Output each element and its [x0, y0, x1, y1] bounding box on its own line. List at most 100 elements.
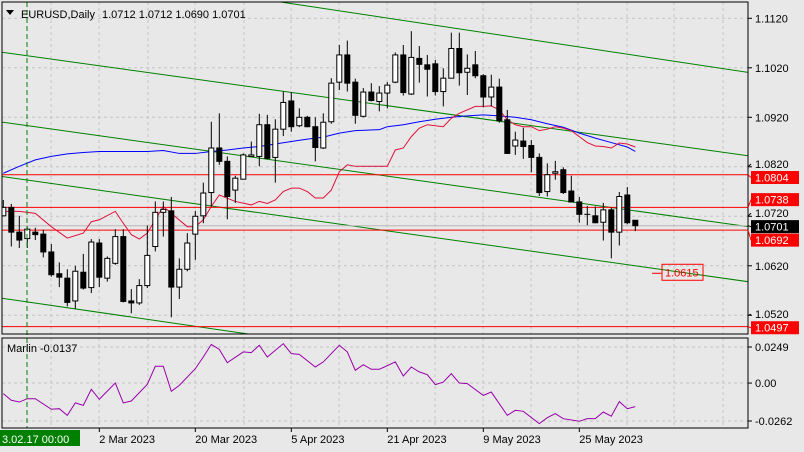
chart-title: EURUSD,Daily [21, 9, 95, 21]
level-badge [751, 171, 799, 185]
level-price-label: 1.0804 [755, 173, 789, 185]
marlin-line [2, 342, 636, 425]
candle-bull [320, 121, 327, 149]
candle-bear [624, 194, 631, 224]
candle-bear [536, 156, 543, 194]
candle-bull [72, 270, 79, 302]
candle-bear [568, 190, 575, 203]
candle-bear [312, 126, 319, 148]
label-leader [747, 212, 752, 217]
level-badge [751, 193, 799, 207]
indicator-label: Marlin -0.0137 [7, 343, 77, 355]
candle-bull [200, 192, 207, 217]
candle-bull [192, 215, 199, 235]
candle-bull [256, 124, 263, 157]
channel-line[interactable] [0, 0, 803, 81]
target-label-box[interactable] [661, 263, 704, 281]
price-tick-label: 1.0720 [755, 208, 789, 220]
candle-bull [392, 54, 399, 83]
candle-bear [496, 86, 503, 122]
candle-bear [288, 100, 295, 128]
label-leader [747, 174, 752, 178]
candle-bear [344, 54, 351, 84]
main-panel-border [1, 1, 749, 335]
indicator-grid [2, 338, 748, 428]
candle-bear [416, 57, 423, 65]
indicator-tick-label: 0.0249 [755, 342, 789, 354]
candle-bull [384, 84, 391, 94]
candle-bear [456, 47, 463, 74]
price-axis[interactable]: 1.1120 1.1020 1.0920 1.0820 1.0720 1.0620 1.05… [747, 13, 789, 329]
candle-bear [576, 201, 583, 215]
time-tick-label: 5 Apr 2023 [291, 434, 344, 446]
candle-bull [136, 285, 143, 304]
candle-bull [616, 196, 623, 233]
cursor-date-badge [0, 430, 80, 446]
time-axis[interactable]: 2 Mar 2023 20 Mar 2023 5 Apr 2023 21 Apr 20… [0, 428, 643, 446]
price-tick-label: 1.1120 [755, 13, 788, 25]
candle-bull [280, 101, 287, 130]
level-price-label: 1.0738 [755, 195, 789, 207]
candle-bull [328, 82, 335, 123]
candle-bull [512, 139, 519, 147]
candle-bear [128, 300, 135, 304]
candle-bull [448, 47, 455, 79]
candle-bull [104, 257, 111, 279]
candle-bear [120, 236, 127, 302]
indicator-tick-label: 0.00 [755, 378, 776, 390]
channel-line[interactable] [0, 120, 803, 234]
candle-bear [472, 64, 479, 77]
candle-bear [504, 119, 511, 154]
candle-bull [600, 209, 607, 223]
time-tick-label: 2 Mar 2023 [99, 434, 155, 446]
candle-bear [520, 140, 527, 148]
candle-bear [592, 215, 599, 224]
candle-bear [352, 81, 359, 116]
candle-bear [168, 210, 175, 288]
candle-bull [272, 128, 279, 158]
level-badge [751, 233, 799, 247]
candle-bull [112, 236, 119, 264]
candle-bull [184, 242, 191, 270]
candle-bear [8, 206, 15, 233]
candle-bull [208, 147, 215, 194]
candle-bull [2, 206, 7, 217]
candle-bull [408, 56, 415, 95]
candle-bull [176, 268, 183, 288]
channel-line[interactable] [0, 174, 803, 289]
candle-bear [16, 231, 23, 241]
channel-line[interactable] [0, 50, 803, 163]
candle-bear [48, 251, 55, 276]
label-leader [747, 230, 752, 241]
time-tick-label: 21 Apr 2023 [387, 434, 446, 446]
current-price-badge [751, 220, 799, 234]
price-tick-label: 1.0820 [755, 159, 789, 171]
candle-bear [216, 147, 223, 162]
candle-bull [440, 77, 447, 93]
candle-bear [368, 91, 375, 101]
level-lines[interactable] [2, 174, 748, 328]
channel-line[interactable] [0, 296, 803, 414]
level-price-label: 1.0692 [755, 235, 789, 247]
price-tick-label: 1.0620 [755, 261, 789, 273]
candle-bear [560, 169, 567, 194]
indicator-tick-label: -0.0262 [755, 416, 792, 428]
ma-slow-line [3, 114, 636, 174]
candle-bull [88, 241, 95, 289]
triangle-down-icon[interactable] [6, 10, 14, 15]
candle-bear [264, 124, 271, 159]
candle-bear [432, 63, 439, 93]
indicator-axis[interactable]: 0.0249 0.00 -0.0262 [748, 342, 792, 428]
price-tick-label: 1.1020 [755, 63, 789, 75]
candle-bull [488, 86, 495, 98]
time-tick-label: 20 Mar 2023 [195, 434, 257, 446]
candle-bear [304, 116, 311, 128]
candle-bull [152, 211, 159, 247]
candle-bull [464, 67, 471, 73]
candle-bull [240, 154, 247, 180]
channel-lines[interactable] [0, 0, 803, 415]
candle-bear [528, 145, 535, 158]
candle-bear [32, 231, 39, 236]
candle-bear [80, 271, 87, 289]
